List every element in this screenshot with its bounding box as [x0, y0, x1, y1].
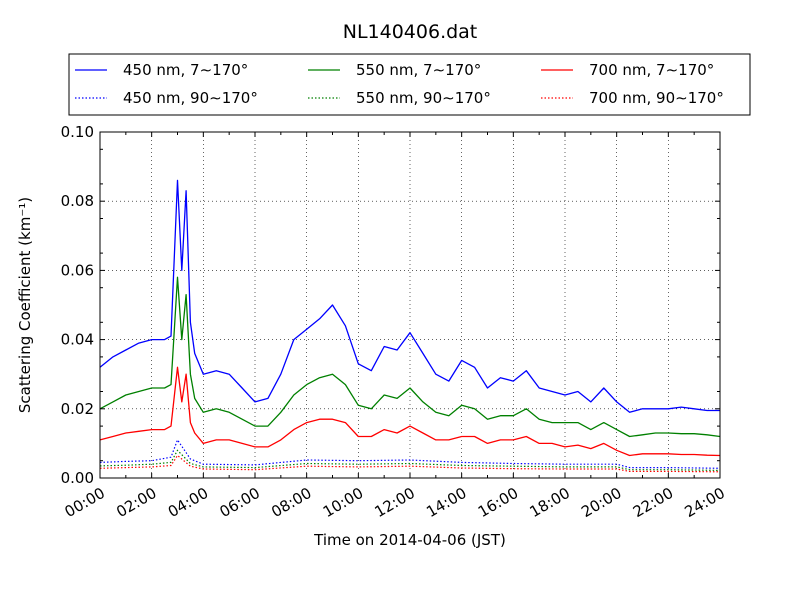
y-tick-label: 0.10 — [61, 123, 94, 141]
x-tick-label: 12:00 — [372, 484, 418, 521]
legend: 450 nm, 7∼170° 450 nm, 90∼170° 550 nm, 7∼1… — [68, 53, 751, 116]
series-line — [99, 439, 721, 469]
x-axis-label: Time on 2014-04-06 (JST) — [313, 531, 506, 549]
legend-label: 700 nm, 90∼170° — [589, 89, 724, 107]
x-tick-label: 02:00 — [113, 484, 159, 521]
x-tick-label: 22:00 — [630, 484, 676, 521]
x-tick-label: 24:00 — [682, 484, 728, 521]
series-line — [99, 179, 720, 413]
series-line — [99, 366, 721, 457]
chart-title: NL140406.dat — [343, 21, 478, 43]
legend-label: 450 nm, 90∼170° — [123, 89, 258, 107]
legend-label: 550 nm, 90∼170° — [356, 89, 491, 107]
x-tick-label: 18:00 — [527, 484, 573, 521]
x-tick-label: 20:00 — [578, 484, 624, 521]
x-tick-label: 04:00 — [165, 484, 211, 521]
y-tick-label: 0.08 — [61, 192, 94, 210]
series-line — [99, 454, 721, 473]
series-line — [99, 449, 721, 471]
x-tick-label: 08:00 — [268, 484, 314, 521]
legend-box — [68, 53, 751, 116]
series-layer — [99, 179, 721, 473]
legend-label: 550 nm, 7∼170° — [356, 61, 481, 79]
y-tick-label: 0.00 — [61, 469, 94, 487]
x-tick-label: 00:00 — [62, 484, 108, 521]
y-axis-label: Scattering Coefficient (km⁻¹) — [16, 197, 34, 413]
y-tick-label: 0.06 — [61, 261, 94, 279]
y-tick-label: 0.02 — [61, 400, 94, 418]
legend-label: 450 nm, 7∼170° — [123, 61, 248, 79]
x-tick-label: 06:00 — [217, 484, 263, 521]
legend-label: 700 nm, 7∼170° — [589, 61, 714, 79]
x-tick-label: 14:00 — [423, 484, 469, 521]
y-tick-label: 0.04 — [61, 331, 94, 349]
x-tick-label: 16:00 — [475, 484, 521, 521]
x-tick-label: 10:00 — [320, 484, 366, 521]
series-line — [99, 276, 721, 438]
grid — [100, 132, 720, 478]
